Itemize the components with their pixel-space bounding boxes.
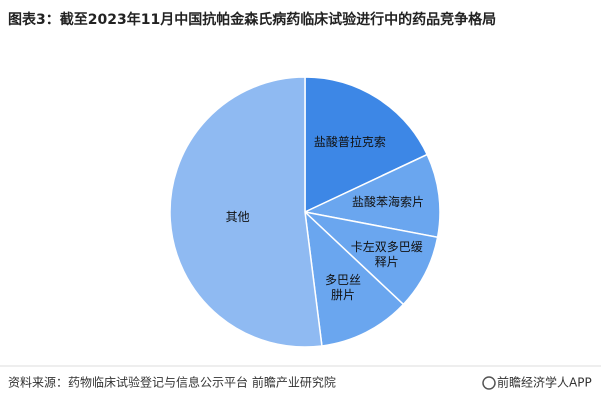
pie-slice: [169, 76, 323, 348]
slice-label-box: 卡左双多巴缓释片: [350, 239, 423, 269]
slice-label: 卡左双多巴缓释片: [350, 239, 423, 269]
chart-title: 图表3：截至2023年11月中国抗帕金森氏病药临床试验进行中的药品竞争格局: [8, 11, 496, 28]
slice-label: 盐酸苯海索片: [352, 195, 425, 209]
slice-label-box: 盐酸普拉克索: [313, 134, 386, 149]
slice-label-box: 其他: [225, 209, 250, 224]
slice-label-box: 多巴丝肼片: [324, 272, 361, 302]
pie-slice: [303, 210, 405, 347]
slice-label: 多巴丝肼片: [324, 272, 361, 302]
pie-slice: [302, 153, 441, 239]
slice-label-box: 盐酸苯海索片: [352, 195, 425, 209]
source: 资料来源：药物临床试验登记与信息公示平台 前瞻产业研究院: [8, 375, 336, 390]
pie-slice: [304, 76, 429, 214]
brand: 前瞻经济学人APP: [497, 375, 592, 390]
slice-label: 其他: [225, 209, 250, 224]
slice-label: 盐酸普拉克索: [313, 134, 386, 149]
brand-icon: [482, 376, 496, 390]
